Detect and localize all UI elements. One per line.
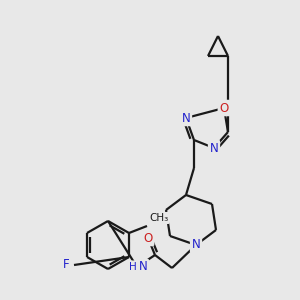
Text: O: O <box>219 101 229 115</box>
Text: O: O <box>143 232 153 244</box>
Text: H: H <box>129 262 137 272</box>
Text: CH₃: CH₃ <box>149 213 168 223</box>
Text: N: N <box>182 112 190 124</box>
Text: F: F <box>63 259 69 272</box>
Text: N: N <box>192 238 200 251</box>
Text: N: N <box>139 260 147 274</box>
Text: N: N <box>210 142 218 154</box>
